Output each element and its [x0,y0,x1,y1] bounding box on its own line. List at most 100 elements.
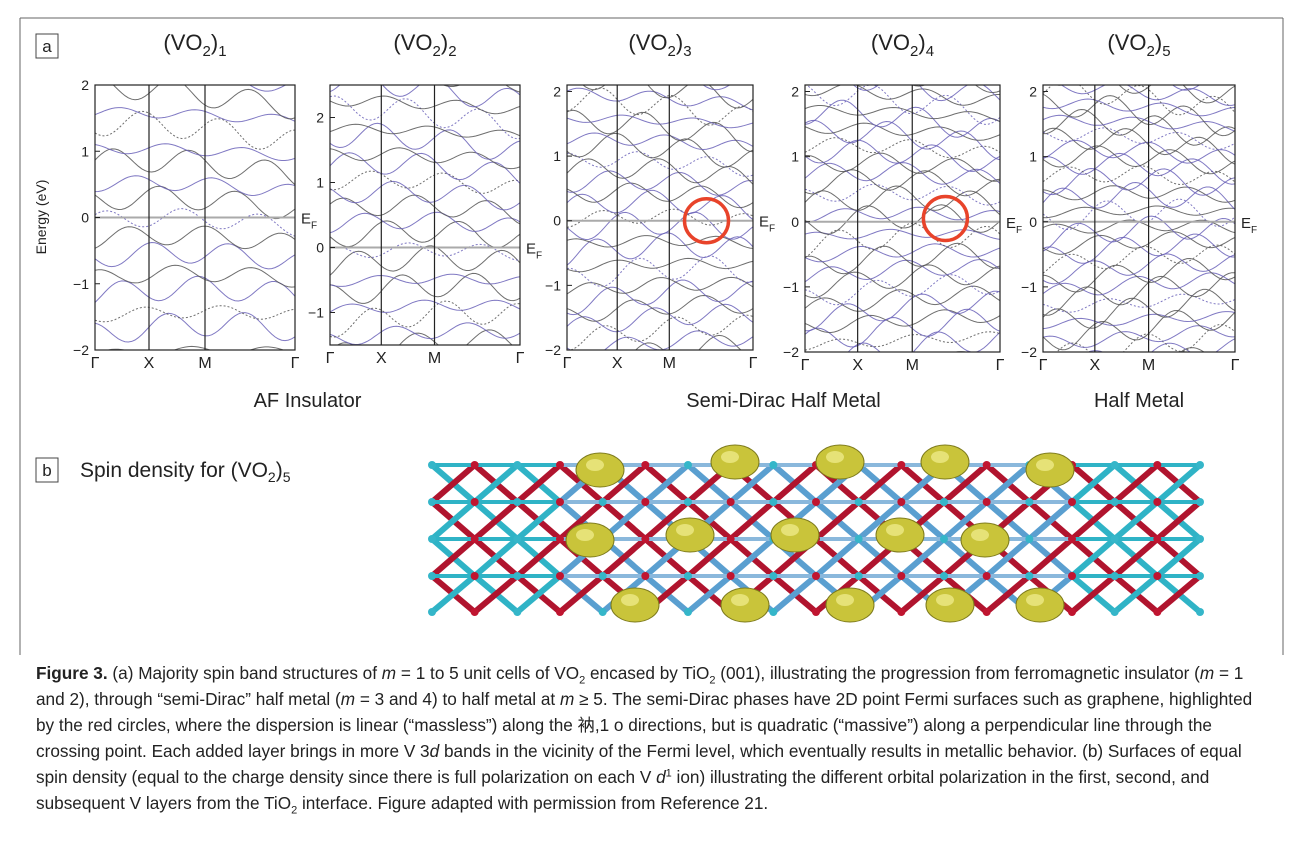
bond [686,573,733,615]
band-line [1043,288,1235,329]
atom [897,461,906,469]
spin-lobe [565,522,615,558]
band-line [1043,293,1235,313]
band-line [1043,152,1235,185]
atom [982,461,991,469]
band-line [805,105,1000,122]
atom [513,461,522,469]
x-tick-label: Γ [291,355,300,372]
spin-lobe-highlight [931,451,949,463]
band-line [805,243,1000,263]
atom [726,498,735,506]
plot-frame [566,84,754,351]
title-part: (VO [393,30,432,55]
band-line [805,285,1000,312]
caption-run: interface. Figure adapted with permissio… [297,793,769,813]
atom [854,498,863,506]
panel-label-box [35,33,59,59]
band-line [1043,311,1235,330]
band-line [1043,127,1235,151]
band-line [105,345,285,350]
band-line [567,276,753,295]
title-sub: 2 [910,43,918,60]
bond [515,462,562,505]
band-line [702,85,731,91]
y-tick-label: 2 [791,84,799,100]
caption-run: = 1 to 5 unit cells of VO [396,663,580,683]
title-part: ) [676,30,683,55]
atom [769,498,778,506]
band-line [95,143,295,161]
band-line [805,308,1000,348]
band-line [330,273,520,287]
x-tick-label: X [144,355,155,372]
y-axis-label: Energy (eV) [33,180,49,255]
y-tick-label: −2 [1021,344,1037,360]
plot-frame [804,84,1001,353]
fermi-label-part: E [759,214,769,231]
atom [556,461,564,469]
x-tick-label: Γ [801,357,810,374]
spin-lobe-highlight [886,524,904,536]
band-line [330,245,520,276]
spin-lobe-highlight [1036,459,1054,471]
bond [430,536,477,579]
band-line [95,148,295,186]
bond [1070,573,1117,615]
atom [428,498,436,506]
bond [1112,499,1160,542]
atom [1025,535,1034,543]
band-line [805,85,1000,106]
spin-lobe-highlight [936,594,954,606]
band-line [95,185,295,220]
spin-density-image [428,444,1204,623]
fermi-label: EF [301,211,317,232]
y-tick-label: 2 [553,83,561,99]
atom [470,535,479,543]
band-line [1043,198,1235,231]
bond [1070,462,1117,505]
caption-run: ≥ 5. The semi-Dirac phases have 2D point… [36,689,1253,761]
atom [428,572,436,580]
atom [556,498,564,506]
band-line [1043,325,1235,348]
atom [769,572,778,580]
band-line [805,152,1000,182]
spin-lobe-highlight [731,594,749,606]
y-tick-label: 1 [1029,149,1037,165]
band-line [805,119,1000,161]
band-line [1043,145,1235,175]
phase-label: AF Insulator [254,390,362,412]
y-tick-label: −2 [783,344,799,360]
caption-run: d [429,741,440,761]
plot-frame [1042,84,1236,353]
highlight-circle [682,196,731,245]
spin-lobe-highlight [781,524,799,536]
band-line [1043,181,1235,210]
x-tick-label: Γ [1039,357,1048,374]
y-tick-label: −2 [73,342,89,358]
band-line [805,139,1000,172]
bond [1155,536,1202,579]
band-line [330,123,520,138]
band-line [567,303,753,333]
phase-label: Half Metal [1094,390,1184,412]
spin-lobe [575,452,625,488]
x-tick-label: M [198,355,211,372]
band-line [1043,257,1235,293]
fermi-label-sub: F [536,251,542,262]
spin-lobe [920,444,970,480]
y-tick-label: 0 [81,210,89,226]
y-tick-label: 2 [81,77,89,93]
title-sub: 5 [1162,43,1170,60]
atom [1110,535,1119,543]
caption-run: 2 [291,804,298,817]
x-tick-label: X [1090,357,1101,374]
band-line [330,122,520,160]
band-line [805,99,1000,138]
spin-lobe-highlight [1026,594,1044,606]
atom [982,498,991,506]
x-tick-label: Γ [563,355,572,372]
atom [556,535,564,543]
